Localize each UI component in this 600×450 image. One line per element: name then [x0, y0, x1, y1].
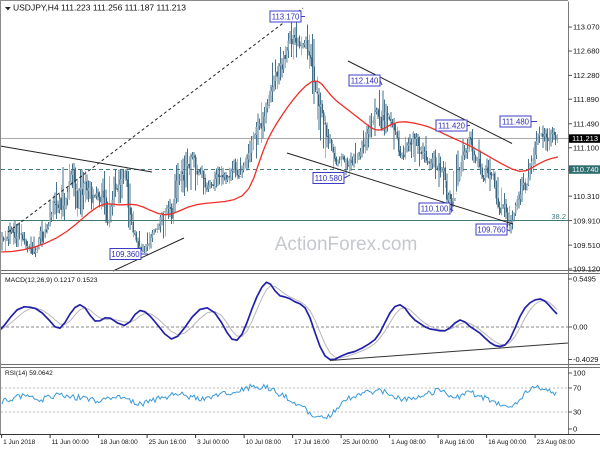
svg-text:110.740: 110.740 — [572, 165, 599, 174]
svg-text:RSI(14) 59.0642: RSI(14) 59.0642 — [5, 370, 53, 377]
svg-text:25 Jun 16:00: 25 Jun 16:00 — [149, 439, 187, 446]
svg-text:111.490: 111.490 — [573, 120, 599, 129]
svg-text:112.140: 112.140 — [351, 76, 379, 85]
svg-text:-0.4029: -0.4029 — [573, 355, 598, 364]
svg-text:23 Aug 08:00: 23 Aug 08:00 — [537, 439, 576, 446]
svg-text:110.580: 110.580 — [315, 174, 343, 183]
svg-text:111.480: 111.480 — [502, 117, 530, 126]
svg-text:3 Jul 00:00: 3 Jul 00:00 — [197, 439, 229, 446]
svg-text:109.120: 109.120 — [573, 265, 600, 274]
svg-text:16 Aug 00:00: 16 Aug 00:00 — [488, 439, 527, 446]
svg-text:112.680: 112.680 — [573, 47, 600, 56]
svg-text:112.280: 112.280 — [573, 71, 600, 80]
svg-text:111.890: 111.890 — [573, 95, 599, 104]
svg-text:109.760: 109.760 — [477, 225, 506, 234]
svg-text:110.100: 110.100 — [421, 204, 449, 213]
svg-text:MACD(12,26,9) 0.1217 0.1523: MACD(12,26,9) 0.1217 0.1523 — [5, 277, 98, 284]
svg-text:70: 70 — [573, 384, 581, 393]
svg-text:109.510: 109.510 — [573, 241, 600, 250]
svg-text:30: 30 — [573, 408, 581, 417]
svg-text:38.2: 38.2 — [551, 212, 566, 221]
svg-text:1 Jun 2018: 1 Jun 2018 — [3, 439, 36, 446]
svg-text:0: 0 — [573, 425, 577, 434]
svg-text:18 Jun 08:00: 18 Jun 08:00 — [100, 439, 138, 446]
svg-text:25 Jul 00:00: 25 Jul 00:00 — [343, 439, 379, 446]
svg-text:113.070: 113.070 — [573, 23, 600, 32]
svg-text:113.170: 113.170 — [272, 12, 300, 21]
svg-text:17 Jul 16:00: 17 Jul 16:00 — [294, 439, 330, 446]
svg-text:11 Jun 00:00: 11 Jun 00:00 — [52, 439, 89, 446]
svg-text:10 Jul 08:00: 10 Jul 08:00 — [246, 439, 282, 446]
svg-text:0.5495: 0.5495 — [573, 275, 596, 284]
svg-text:ActionForex.com: ActionForex.com — [275, 234, 418, 255]
svg-text:0.00: 0.00 — [573, 323, 588, 332]
svg-text:111.420: 111.420 — [438, 121, 466, 130]
svg-text:100: 100 — [573, 369, 586, 378]
svg-text:8 Aug 16:00: 8 Aug 16:00 — [440, 439, 475, 446]
svg-text:1 Aug 08:00: 1 Aug 08:00 — [391, 439, 426, 446]
svg-text:109.360: 109.360 — [111, 250, 140, 259]
svg-text:111.213: 111.213 — [572, 134, 598, 143]
svg-text:109.910: 109.910 — [573, 216, 600, 225]
svg-text:111.100: 111.100 — [573, 143, 599, 152]
svg-text:USDJPY,H4 111.223 111.256 111: USDJPY,H4 111.223 111.256 111.187 111.21… — [13, 3, 186, 13]
svg-text:110.310: 110.310 — [573, 192, 600, 201]
